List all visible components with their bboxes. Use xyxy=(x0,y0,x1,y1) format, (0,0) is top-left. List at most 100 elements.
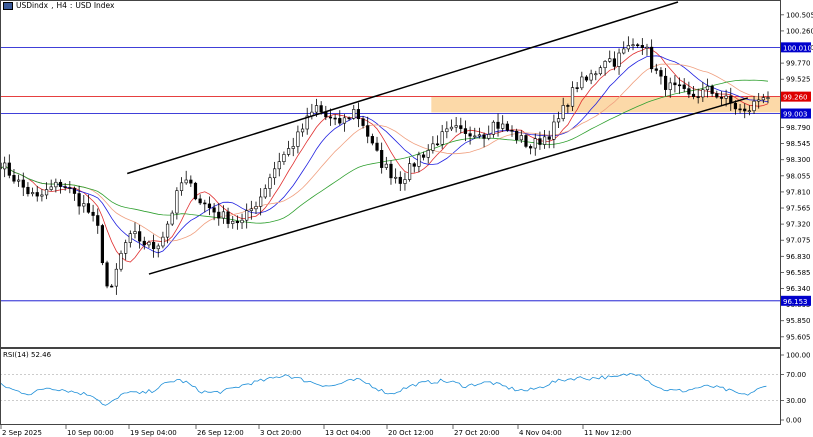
candle-body xyxy=(417,154,421,167)
candle-body xyxy=(342,117,347,124)
candle-body xyxy=(389,163,393,179)
candle-body xyxy=(193,182,198,200)
candle-body xyxy=(370,136,374,144)
candle xyxy=(710,84,714,97)
candle-body xyxy=(3,162,7,170)
candle-body xyxy=(529,146,533,149)
candle-body xyxy=(35,192,39,197)
candle xyxy=(361,116,365,129)
candle xyxy=(91,204,95,222)
y-tick-label: 97.075 xyxy=(786,237,811,245)
candle-body xyxy=(17,179,21,182)
candle xyxy=(412,162,416,173)
candle-body xyxy=(547,136,551,140)
candle-body xyxy=(235,220,239,224)
candle-body xyxy=(584,76,589,81)
candle xyxy=(282,151,286,165)
candle-body xyxy=(198,198,202,204)
candle-body xyxy=(459,125,463,129)
candle-body xyxy=(49,186,53,190)
candle xyxy=(566,103,570,114)
candle-body xyxy=(589,73,593,81)
candle xyxy=(96,208,100,234)
candle xyxy=(459,117,463,134)
candle-body xyxy=(179,182,184,191)
candle-body xyxy=(677,84,682,87)
candle-body xyxy=(691,93,696,97)
candle xyxy=(82,195,86,213)
x-tick-label: 19 Sep 04:00 xyxy=(130,429,177,437)
candle-body xyxy=(12,175,16,182)
candle xyxy=(682,78,686,93)
candle-body xyxy=(622,48,626,54)
candle-body xyxy=(366,125,370,137)
x-tick-label: 4 Nov 04:00 xyxy=(519,429,562,437)
candle-body xyxy=(263,188,267,198)
candle xyxy=(207,196,212,216)
rsi-tick-label: 0.00 xyxy=(786,417,802,425)
candle-body xyxy=(575,87,579,89)
y-tick-label: 98.545 xyxy=(786,140,811,148)
candle-body xyxy=(403,179,407,184)
candle xyxy=(608,50,612,63)
candle xyxy=(547,130,551,149)
candle xyxy=(100,223,104,266)
candle-body xyxy=(650,46,654,70)
candle-body xyxy=(421,154,426,158)
candle xyxy=(30,187,35,197)
candle xyxy=(147,240,151,249)
candle-body xyxy=(328,116,333,119)
candle-body xyxy=(77,193,81,207)
price-pane[interactable] xyxy=(0,1,780,302)
level-label: 100.010 xyxy=(783,44,812,52)
candle-body xyxy=(314,105,319,113)
candle-body xyxy=(654,68,658,71)
x-tick-label: 20 Oct 12:00 xyxy=(388,429,434,437)
candle xyxy=(119,250,123,272)
candle-body xyxy=(701,89,705,98)
candle-body xyxy=(40,194,44,197)
candle xyxy=(701,81,705,102)
candle-body xyxy=(119,252,123,270)
candle xyxy=(561,97,565,122)
y-tick-label: 100.505 xyxy=(786,11,813,19)
candle xyxy=(170,210,174,227)
candle xyxy=(743,103,747,119)
candle xyxy=(482,132,486,148)
candle-body xyxy=(468,133,472,137)
candle-body xyxy=(473,135,477,138)
candle xyxy=(556,111,561,129)
candle xyxy=(161,231,165,249)
candle xyxy=(26,182,30,197)
candle xyxy=(519,130,523,143)
candle xyxy=(72,186,77,201)
channel-lower-line xyxy=(148,97,749,275)
timeframe-label: H4 xyxy=(56,1,67,10)
candle-body xyxy=(63,186,67,188)
candle-body xyxy=(626,45,630,50)
rsi-pane[interactable] xyxy=(0,373,780,406)
candle xyxy=(124,239,128,260)
candle-body xyxy=(240,219,244,224)
candle xyxy=(766,91,770,104)
price-pane-border xyxy=(0,0,781,348)
y-tick-label: 98.790 xyxy=(786,124,811,132)
candle-body xyxy=(715,93,719,98)
rsi-label: RSI(14) xyxy=(3,351,29,359)
candle xyxy=(44,182,49,200)
candle xyxy=(449,119,454,132)
candle-body xyxy=(766,97,770,99)
candle xyxy=(407,157,412,182)
candle xyxy=(738,103,742,114)
candle-body xyxy=(338,118,342,124)
candle xyxy=(417,151,421,173)
candle-body xyxy=(491,121,495,135)
candle-body xyxy=(352,109,356,119)
level-label-bg xyxy=(781,91,811,102)
candle-body xyxy=(640,45,644,48)
candle xyxy=(217,203,221,226)
candle xyxy=(552,114,556,149)
candle xyxy=(752,95,756,114)
candle-body xyxy=(501,123,505,129)
